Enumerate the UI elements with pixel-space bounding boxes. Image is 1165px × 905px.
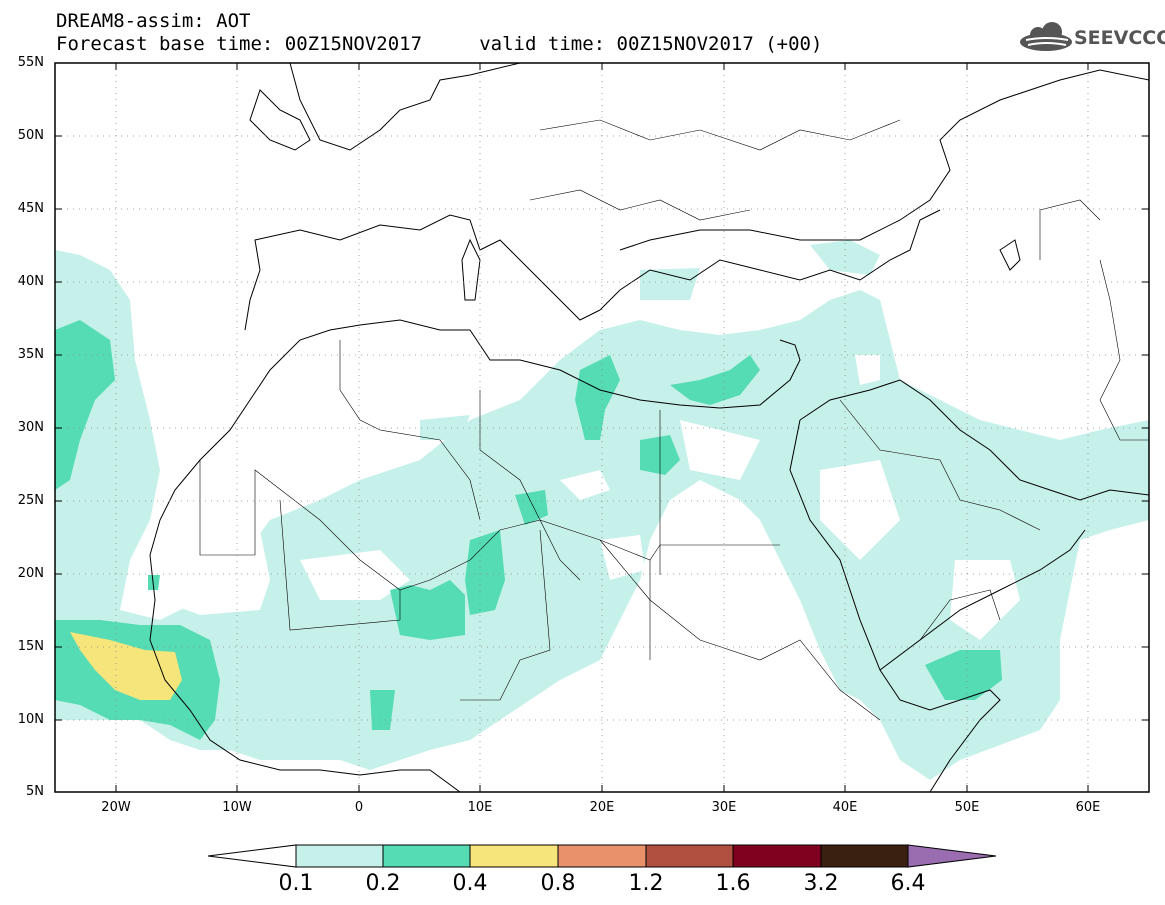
country-borders <box>199 119 1149 721</box>
lon-label-10w: 10W <box>222 800 252 815</box>
legend-label-1.6: 1.6 <box>715 871 751 896</box>
lon-label-10e: 10E <box>467 800 493 815</box>
lat-label-35n: 35N <box>17 347 44 362</box>
aot-field-clear <box>160 355 1020 640</box>
lat-label-20n: 20N <box>17 566 44 581</box>
legend-label-0.8: 0.8 <box>540 871 576 896</box>
lon-label-50e: 50E <box>954 800 980 815</box>
map-title: DREAM8-assim: AOT <box>56 10 251 32</box>
legend-label-3.2: 3.2 <box>803 871 839 896</box>
map-grid <box>55 63 1149 792</box>
legend-arrow-low <box>207 844 297 868</box>
aot-field-low <box>55 240 1149 780</box>
legend-swatch-3 <box>557 844 647 868</box>
legend-label-6.4: 6.4 <box>890 871 926 896</box>
lat-label-50n: 50N <box>17 128 44 143</box>
legend-swatch-4 <box>645 844 734 868</box>
forecast-time-label: Forecast base time: 00Z15NOV2017 valid t… <box>56 33 823 55</box>
lon-label-40e: 40E <box>832 800 858 815</box>
legend-label-0.4: 0.4 <box>452 871 488 896</box>
legend-label-0.2: 0.2 <box>365 871 401 896</box>
lat-label-10n: 10N <box>17 712 44 727</box>
legend-label-0.1: 0.1 <box>278 871 314 896</box>
lat-label-45n: 45N <box>17 201 44 216</box>
legend-swatch-6 <box>820 844 909 868</box>
lat-label-30n: 30N <box>17 420 44 435</box>
aot-field-high <box>70 632 182 700</box>
lat-label-25n: 25N <box>17 493 44 508</box>
axis-ticks <box>55 62 1149 792</box>
legend-swatch-2 <box>469 844 559 868</box>
logo-text: SEEVCCC <box>1074 27 1165 49</box>
legend-swatch-1 <box>382 844 471 868</box>
lon-label-0: 0 <box>354 800 364 815</box>
lat-label-40n: 40N <box>17 274 44 289</box>
legend-swatch-0 <box>295 844 384 868</box>
cloud-icon <box>1020 22 1072 51</box>
lon-label-20w: 20W <box>101 800 131 815</box>
lat-label-5n: 5N <box>26 784 44 799</box>
coastlines <box>149 63 1149 792</box>
lat-label-15n: 15N <box>17 639 44 654</box>
lat-label-55n: 55N <box>17 55 44 70</box>
legend-arrow-high <box>907 844 997 868</box>
lon-label-60e: 60E <box>1075 800 1101 815</box>
legend-label-1.2: 1.2 <box>628 871 664 896</box>
legend-swatch-5 <box>732 844 822 868</box>
lon-label-20e: 20E <box>589 800 615 815</box>
lon-label-30e: 30E <box>711 800 737 815</box>
